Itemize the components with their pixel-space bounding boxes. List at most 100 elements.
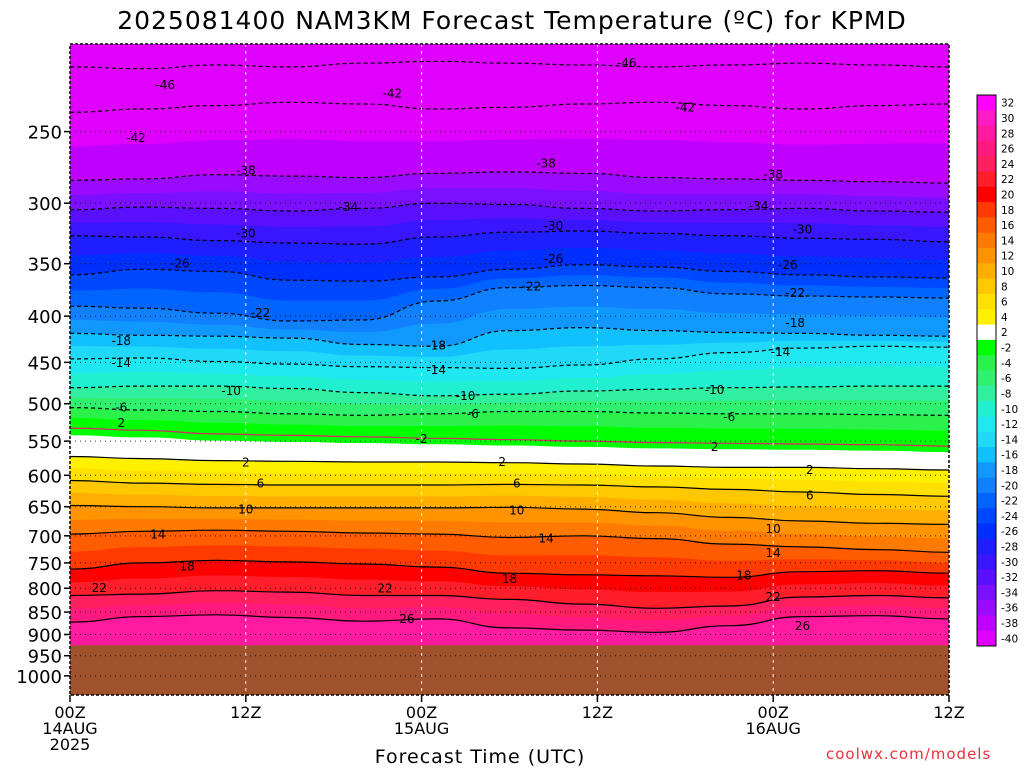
colorbar-label: 12 — [1001, 251, 1014, 263]
contour-label: -34 — [749, 199, 769, 213]
contour-label: 10 — [509, 503, 524, 517]
colorbar-label: -12 — [1001, 419, 1018, 431]
contour-label: 2 — [806, 463, 814, 477]
x-tick-label: 00Z — [758, 703, 789, 722]
contour-label: -38 — [536, 156, 556, 170]
contour-label: 2 — [498, 455, 506, 469]
x-axis-label: Forecast Time (UTC) — [374, 746, 586, 768]
colorbar-label: -18 — [1001, 465, 1018, 477]
colorbar-swatch — [977, 538, 996, 555]
contour-label: -10 — [221, 384, 241, 398]
isotherm-line — [70, 284, 949, 322]
chart-title: 2025081400 NAM3KM Forecast Temperature (… — [117, 6, 907, 35]
contour-label: -26 — [170, 257, 190, 271]
isotherm-line — [70, 559, 949, 578]
contour-label: -42 — [382, 87, 402, 101]
x-tick-label: 14AUG — [42, 719, 97, 738]
contour-label: -10 — [456, 389, 476, 403]
y-tick-label: 250 — [28, 123, 62, 144]
colorbar-label: -30 — [1001, 557, 1018, 569]
contour-label: 18 — [180, 560, 195, 574]
contour-label: 22 — [377, 582, 392, 596]
colorbar-label: -20 — [1001, 480, 1018, 492]
contour-label: -42 — [675, 100, 695, 114]
isotherm-line — [70, 427, 949, 447]
colorbar-label: 8 — [1001, 281, 1008, 293]
colorbar-swatch — [977, 370, 996, 387]
colorbar-label: -38 — [1001, 618, 1018, 630]
y-tick-label: 850 — [28, 603, 62, 624]
colorbar-label: 32 — [1001, 98, 1014, 110]
x-tick-label: 2025 — [50, 735, 91, 754]
x-tick-label: 12Z — [230, 703, 261, 722]
y-tick-label: 400 — [28, 307, 62, 328]
colorbar-swatch — [977, 217, 996, 234]
contour-label: -26 — [778, 258, 798, 272]
colorbar-label: -16 — [1001, 450, 1018, 462]
colorbar-swatch — [977, 462, 996, 479]
colorbar-swatch — [977, 569, 996, 586]
colorbar-swatch — [977, 431, 996, 448]
colorbar-swatch — [977, 477, 996, 494]
contour-label: -22 — [522, 280, 542, 294]
y-tick-label: 600 — [28, 466, 62, 487]
colorbar-swatch — [977, 309, 996, 326]
y-tick-label: 950 — [28, 647, 62, 668]
colorbar-label: 14 — [1001, 235, 1015, 247]
y-tick-label: 1000 — [16, 667, 62, 688]
credit-link[interactable]: coolwx.com/models — [826, 745, 992, 763]
contour-label: -6 — [115, 401, 127, 415]
colorbar-label: -4 — [1001, 358, 1012, 370]
colorbar-frame — [976, 94, 997, 647]
colorbar-swatch — [977, 248, 996, 264]
colorbar-label: -14 — [1001, 434, 1018, 446]
y-tick-label: 550 — [28, 432, 62, 453]
isotherm-lines — [70, 60, 949, 633]
contour-label: -18 — [785, 316, 805, 330]
colorbar-label: -22 — [1001, 496, 1018, 508]
contour-label: -30 — [793, 223, 813, 237]
colorbar-label: 26 — [1001, 144, 1015, 156]
colorbar-swatch — [977, 156, 996, 173]
contour-label: -6 — [467, 407, 479, 421]
isotherm-line — [70, 455, 949, 471]
colorbar-swatch — [977, 140, 996, 157]
isotherm-line — [70, 529, 949, 553]
colorbar-swatch — [977, 492, 996, 509]
colorbar-label: 16 — [1001, 220, 1015, 232]
contour-label: -10 — [705, 383, 725, 397]
y-tick-label: 800 — [28, 579, 62, 600]
x-tick-label: 00Z — [406, 703, 437, 722]
colorbar-swatch — [977, 385, 996, 402]
y-tick-label: 350 — [28, 255, 62, 276]
colorbar-swatch — [977, 186, 996, 203]
contour-label: 14 — [150, 528, 165, 542]
colorbar-label: 10 — [1001, 266, 1014, 278]
colorbar-label: 2 — [1001, 327, 1008, 339]
colorbar-label: 22 — [1001, 174, 1014, 186]
contour-label: 18 — [736, 568, 751, 582]
colorbar-label: -10 — [1001, 404, 1018, 416]
colorbar-swatch — [977, 263, 996, 280]
x-tick-label: 12Z — [933, 703, 964, 722]
colorbar-label: 28 — [1001, 128, 1014, 140]
contour-label: 2 — [117, 416, 125, 430]
isotherm-line — [70, 327, 949, 347]
colorbar-swatch — [977, 202, 996, 218]
colorbar-swatch — [977, 447, 996, 463]
colorbar-label: -24 — [1001, 511, 1018, 523]
contour-label: -38 — [763, 168, 783, 182]
colorbar-swatch — [977, 523, 996, 540]
y-tick-label: 500 — [28, 395, 62, 416]
colorbar-swatch — [977, 355, 996, 371]
contour-label: 10 — [766, 522, 781, 536]
contour-label: 6 — [257, 477, 265, 491]
contour-labels: -46 -46 -42 -42 -42 -38 -38 -38 -34 -34 -30 -30 -30 -… — [92, 56, 814, 633]
x-tick-label: 15AUG — [394, 719, 449, 738]
contour-label: -14 — [111, 356, 131, 370]
x-tick-label: 00Z — [54, 703, 85, 722]
y-tick-label: 450 — [28, 353, 62, 374]
contour-label: -34 — [339, 200, 359, 214]
y-tick-label: 700 — [28, 527, 62, 548]
y-tick-label: 900 — [28, 625, 62, 646]
